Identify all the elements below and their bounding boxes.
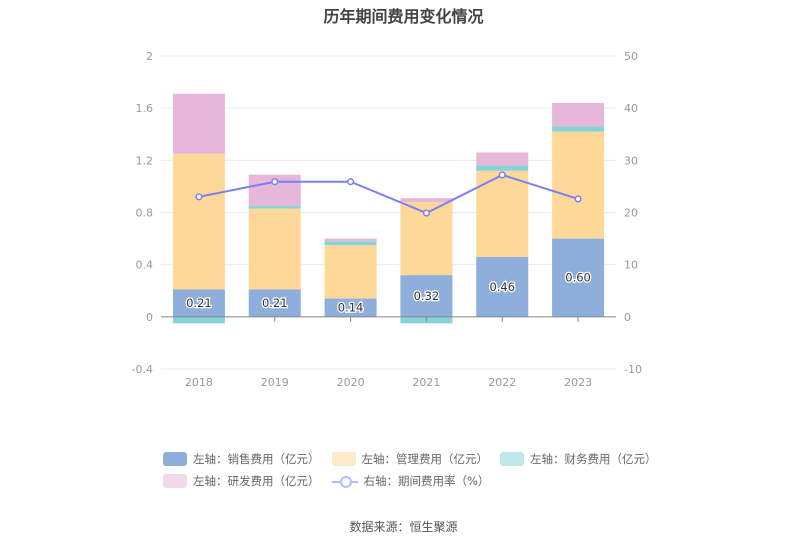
left-tick-label: -0.4 (132, 363, 153, 376)
legend: 左轴：销售费用（亿元） 左轴：管理费用（亿元） 左轴：财务费用（亿元） 左轴：研… (163, 448, 683, 492)
legend-item-finance[interactable]: 左轴：财务费用（亿元） (500, 451, 657, 467)
legend-label-admin: 左轴：管理费用（亿元） (361, 452, 489, 466)
bar-segment (552, 102, 605, 127)
right-tick-label: 30 (624, 154, 638, 167)
right-tick-label: -10 (624, 363, 642, 376)
x-axis: 2018 2019 2020 2021 2022 2023 (161, 316, 616, 389)
x-tick-label: 2020 (337, 376, 365, 389)
legend-label-rate: 右轴：期间费用率（%） (363, 474, 490, 488)
legend-item-admin[interactable]: 左轴：管理费用（亿元） (331, 451, 489, 467)
right-tick-label: 20 (624, 207, 638, 220)
x-tick-label: 2019 (261, 376, 289, 389)
bar-segment (324, 298, 377, 317)
legend-item-sales[interactable]: 左轴：销售费用（亿元） (163, 451, 320, 467)
bar-value-label: 0.60 (565, 271, 591, 285)
legend-label-sales: 左轴：销售费用（亿元） (193, 452, 320, 466)
bar-value-label: 0.21 (186, 296, 212, 310)
rate-point (195, 193, 203, 201)
bar-value-label: 0.21 (262, 296, 288, 310)
right-tick-label: 0 (624, 311, 631, 324)
rate-point (498, 171, 506, 179)
bar-segment (400, 275, 453, 317)
bar-value-label: 0.14 (338, 301, 364, 315)
legend-swatch-sales (163, 452, 187, 466)
rate-line (195, 171, 582, 217)
left-tick-label: 0 (146, 311, 153, 324)
bar-segment (324, 245, 377, 299)
bar-segment (324, 241, 377, 246)
bar-segment (248, 205, 301, 209)
bar-segment (552, 238, 605, 317)
right-tick-label: 50 (624, 50, 638, 63)
legend-swatch-rd (163, 474, 187, 488)
x-tick-label: 2023 (564, 376, 592, 389)
rate-point (422, 209, 430, 217)
left-axis: 2 1.6 1.2 0.8 0.4 0 -0.4 (132, 50, 153, 376)
bar-labels: 0.21 0.21 0.14 0.32 0.46 0.60 (185, 269, 592, 315)
rate-point (271, 178, 279, 186)
bar-segment (552, 126, 605, 132)
x-tick-label: 2021 (412, 376, 440, 389)
right-tick-label: 40 (624, 102, 638, 115)
bar-segment (172, 93, 225, 154)
grid-lines (161, 55, 616, 370)
legend-line-marker-icon (331, 474, 358, 488)
left-tick-label: 1.2 (136, 154, 154, 167)
x-tick-label: 2022 (488, 376, 516, 389)
bar-segment (400, 198, 453, 203)
bar-segment (172, 153, 225, 290)
bar-segment (248, 289, 301, 317)
data-source: 数据来源：恒生聚源 (349, 520, 458, 534)
bar-segment (172, 289, 225, 317)
bar-segment (476, 152, 529, 166)
chart-title: 历年期间费用变化情况 (323, 7, 484, 26)
bar-segment (476, 256, 529, 317)
rate-point (574, 195, 582, 203)
legend-swatch-admin (331, 452, 356, 466)
left-tick-label: 2 (146, 50, 153, 63)
bar-segment (324, 238, 377, 242)
bar-segment (248, 208, 301, 290)
rate-line-path (198, 173, 579, 215)
x-tick-label: 2018 (185, 376, 213, 389)
right-tick-label: 10 (624, 259, 638, 272)
bar-value-label: 0.32 (414, 289, 440, 303)
bar-value-label: 0.46 (489, 280, 515, 294)
legend-item-rd[interactable]: 左轴：研发费用（亿元） (163, 473, 320, 489)
legend-item-rate[interactable]: 右轴：期间费用率（%） (331, 473, 490, 489)
right-axis: 50 40 30 20 10 0 -10 (624, 50, 642, 376)
left-tick-label: 0.8 (136, 207, 154, 220)
legend-label-finance: 左轴：财务费用（亿元） (530, 452, 657, 466)
bar-segment (552, 131, 605, 239)
bar-segment (476, 165, 529, 171)
bars (172, 93, 605, 324)
left-tick-label: 0.4 (136, 259, 154, 272)
legend-swatch-finance (500, 452, 524, 466)
rate-point (347, 178, 355, 186)
left-tick-label: 1.6 (136, 102, 154, 115)
bar-segment (476, 170, 529, 257)
legend-label-rd: 左轴：研发费用（亿元） (193, 474, 320, 488)
bar-segment (172, 316, 225, 324)
